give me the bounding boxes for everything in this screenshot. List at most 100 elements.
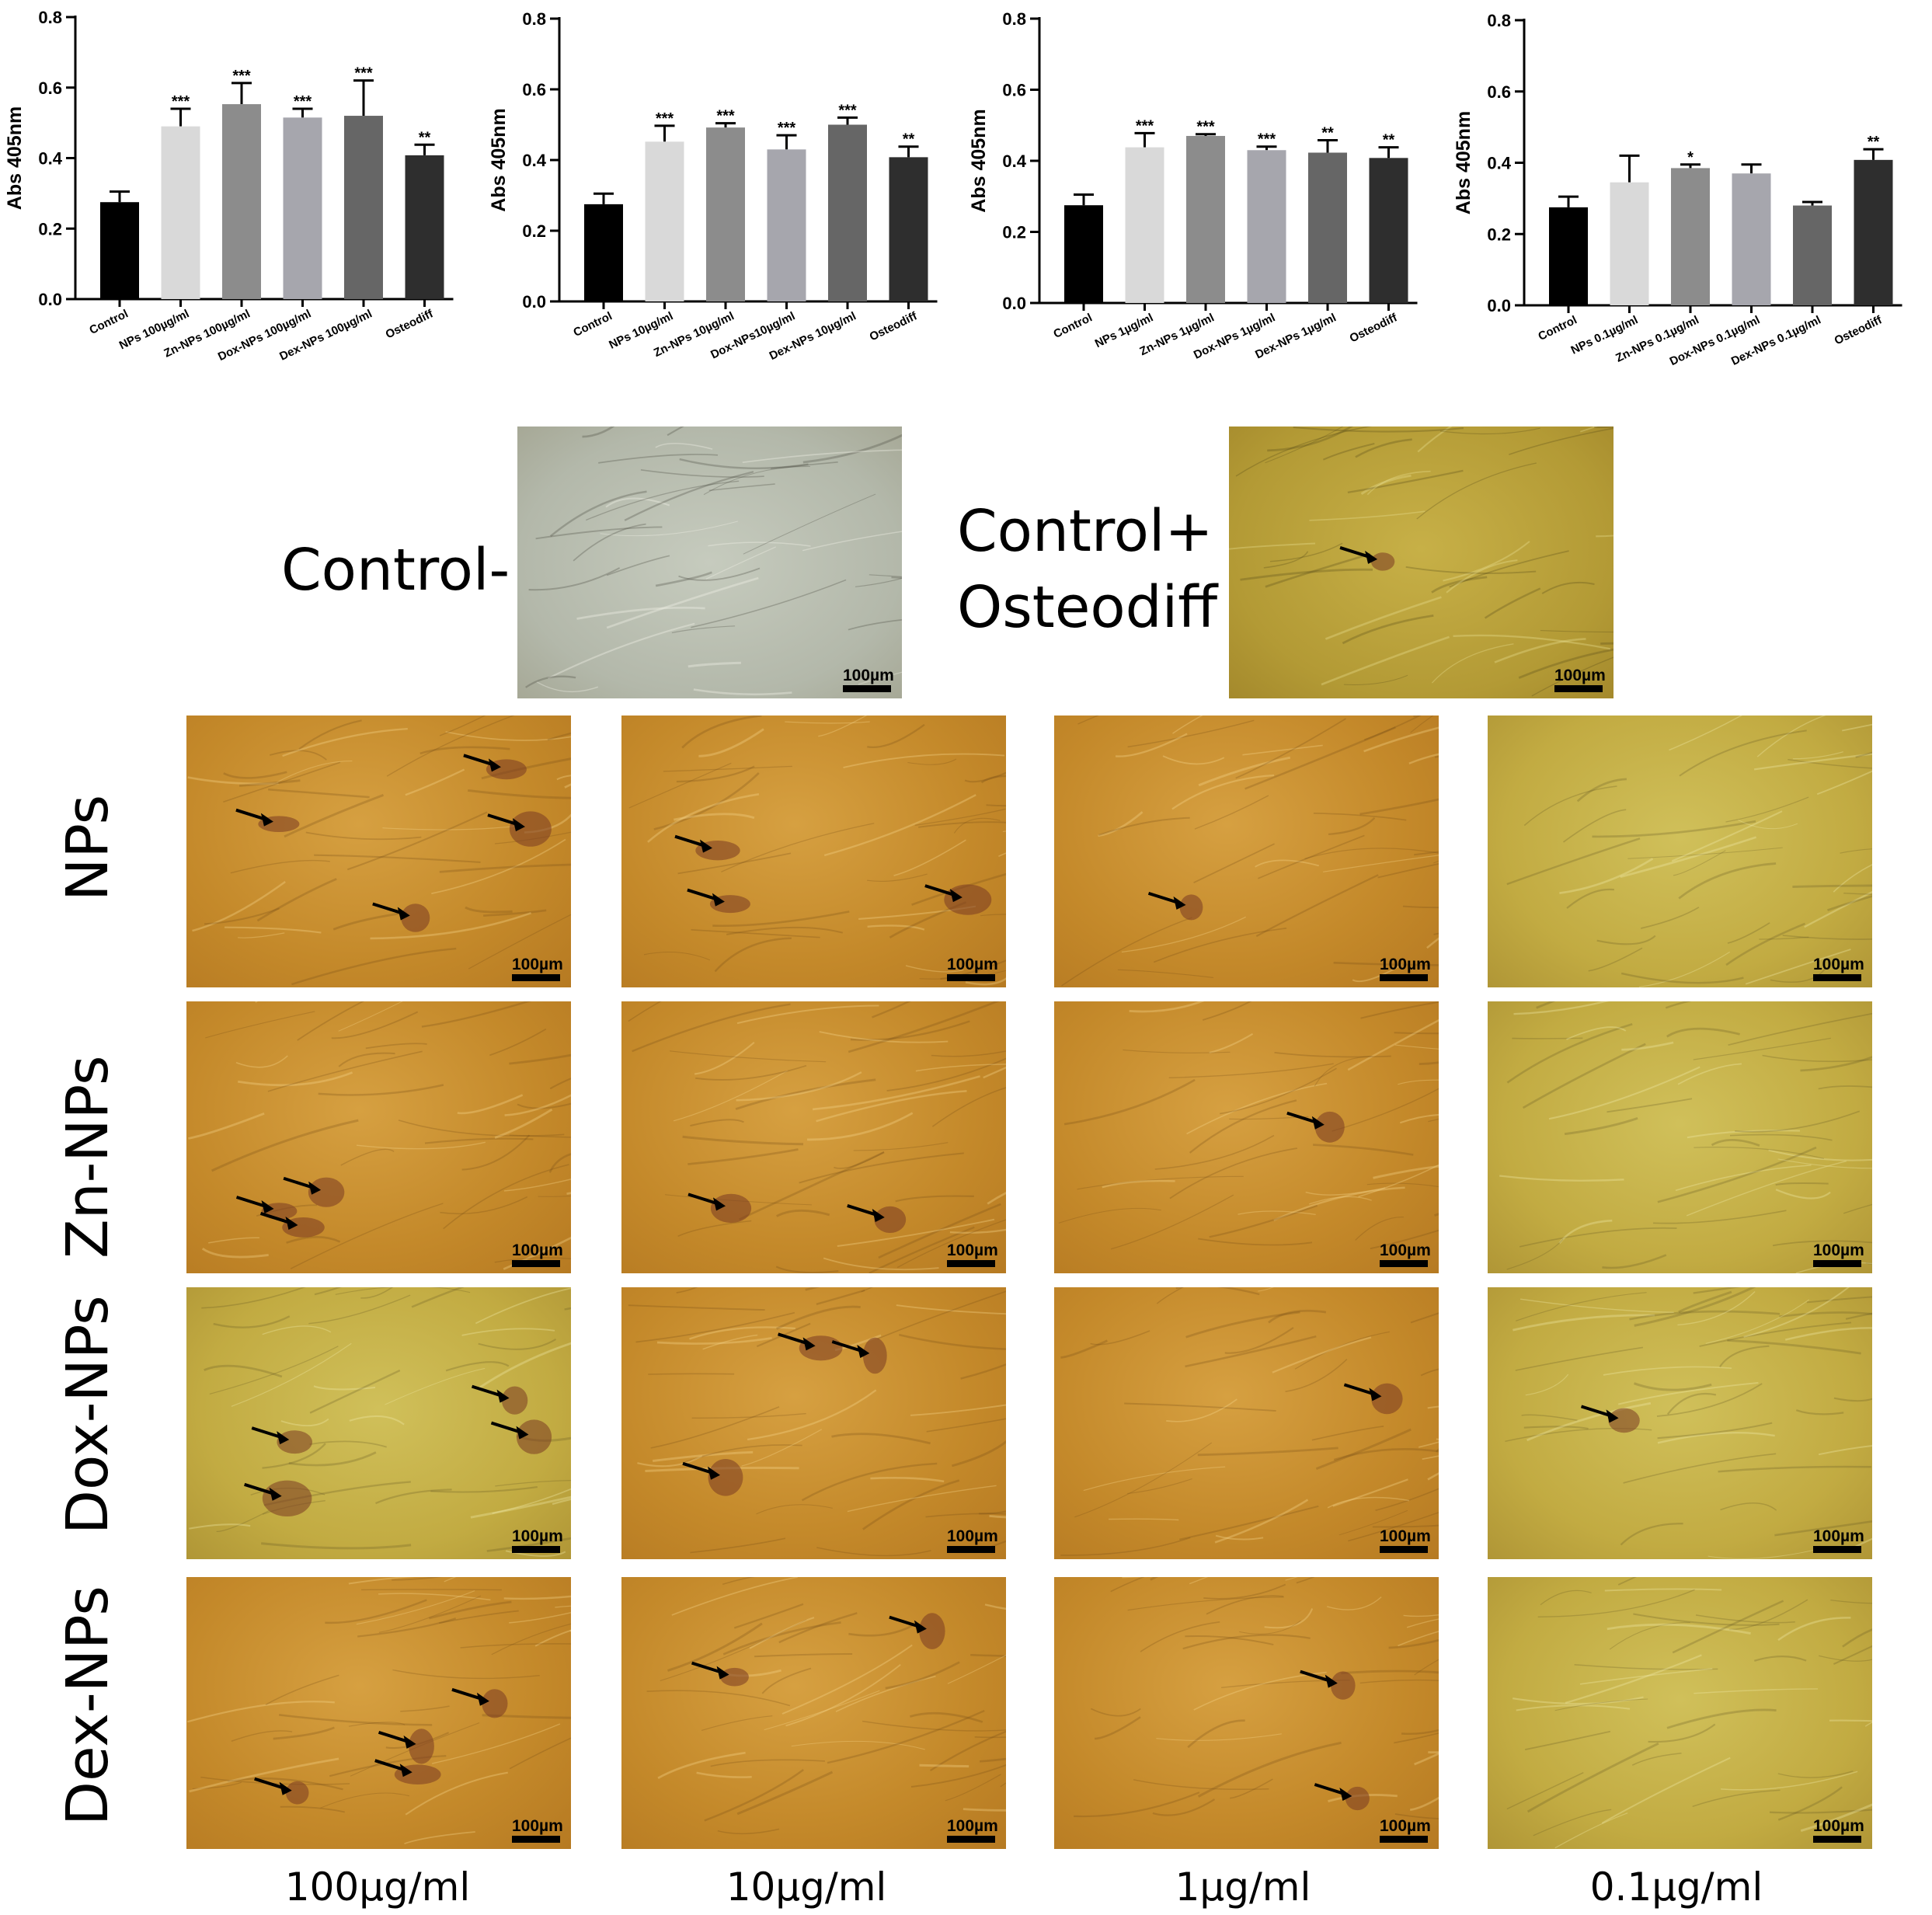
arrow-icon (1300, 1670, 1338, 1688)
arrow-icon (1314, 1783, 1352, 1802)
bar (889, 157, 928, 301)
significance-label: *** (172, 93, 190, 110)
scale-bar-label: 100µm (1380, 1527, 1431, 1545)
arrow-icon (374, 1759, 413, 1777)
y-axis-title: Abs 405nm (488, 108, 510, 211)
scale-bar: 100µm (512, 1528, 563, 1553)
bar (1186, 135, 1225, 303)
mineral-nodule (720, 1667, 749, 1687)
micrograph-nps-100: 100µm (186, 716, 571, 987)
scale-bar-label: 100µm (947, 1527, 998, 1545)
bar (1671, 168, 1710, 305)
scale-bar-label: 100µm (1380, 1241, 1431, 1259)
significance-label: *** (1196, 119, 1215, 136)
arrow-icon (1580, 1405, 1619, 1423)
bar (1854, 159, 1893, 305)
significance-label: ** (1383, 132, 1395, 149)
scale-bar: 100µm (1813, 1241, 1864, 1267)
arrow-icon (283, 1176, 322, 1195)
x-tick-label: Control (571, 309, 614, 339)
mineral-nodule (516, 1419, 552, 1454)
arrow-icon (1343, 1383, 1382, 1401)
scale-bar-line (1380, 1836, 1428, 1843)
scale-bar: 100µm (947, 1242, 998, 1267)
arrow-icon (451, 1687, 489, 1706)
arrow-icon (471, 1384, 510, 1403)
micrograph-dex-nps-100: 100µm (186, 1577, 571, 1849)
arrow-icon (1286, 1111, 1325, 1130)
bar (1308, 152, 1347, 303)
cell-texture (1506, 716, 1872, 987)
scale-bar-label: 100µm (1813, 956, 1864, 973)
x-tick-label: Control (87, 307, 130, 337)
scale-bar: 100µm (512, 1242, 563, 1267)
arrow-icon (378, 1730, 416, 1749)
cell-texture (1058, 1001, 1439, 1250)
scale-bar-line (1380, 1546, 1428, 1553)
arrow-icon (831, 1340, 870, 1358)
bar (645, 141, 684, 301)
significance-label: *** (1136, 117, 1154, 134)
significance-label: ** (903, 131, 915, 148)
mineral-nodule (1370, 552, 1395, 571)
bar (222, 104, 261, 299)
micrograph-dex-nps-10: 100µm (621, 1577, 1006, 1849)
mineral-nodule (1608, 1408, 1640, 1433)
y-axis-title: Abs 405nm (4, 106, 26, 210)
scale-bar-label: 100µm (947, 956, 998, 973)
micrograph-dox-nps-0-1: 100µm (1488, 1287, 1872, 1559)
bar (344, 116, 383, 299)
bar (828, 124, 867, 301)
bar (1369, 158, 1408, 303)
micrograph-nps-0-1: 100µm (1488, 716, 1872, 987)
scale-bar-label: 100µm (1380, 956, 1431, 973)
arrow-icon (847, 1204, 885, 1222)
scale-bar-line (947, 974, 995, 981)
scale-bar-label: 100µm (1380, 1817, 1431, 1835)
scale-bar: 100µm (947, 1817, 998, 1843)
scale-bar-label: 100µm (947, 1817, 998, 1835)
y-tick-label: 0.0 (38, 290, 62, 309)
y-tick-label: 0.8 (522, 9, 546, 29)
mineral-nodule (710, 1193, 752, 1224)
bar (584, 204, 623, 301)
scale-bar-label: 100µm (1813, 1241, 1864, 1259)
arrow-icon (674, 834, 712, 853)
cell-texture (628, 716, 1006, 986)
scale-bar-line (947, 1260, 995, 1267)
arrow-icon (254, 1777, 292, 1795)
arrow-icon (682, 1461, 721, 1480)
x-tick-label: Control (1536, 313, 1579, 343)
arrow-icon (235, 808, 273, 827)
mineral-nodule (1331, 1671, 1356, 1700)
micrograph-zn-nps-100: 100µm (186, 1001, 571, 1273)
significance-label: ** (1321, 124, 1334, 141)
scale-bar: 100µm (1813, 956, 1864, 981)
micrograph-dox-nps-100: 100µm (186, 1287, 571, 1559)
scale-bar-line (1813, 974, 1861, 981)
bar (1064, 205, 1103, 303)
scale-bar: 100µm (1554, 667, 1606, 692)
cell-texture (1506, 1577, 1872, 1849)
cell-texture (186, 1577, 571, 1845)
scale-bar-line (947, 1546, 995, 1553)
y-axis-title: Abs 405nm (1453, 111, 1474, 214)
y-tick-label: 0.8 (1002, 9, 1026, 29)
bar (100, 202, 139, 299)
bar (161, 126, 200, 299)
scale-bar-line (947, 1836, 995, 1843)
mineral-nodule (277, 1430, 312, 1454)
scale-bar-line (1813, 1260, 1861, 1267)
significance-label: *** (716, 108, 735, 125)
bar (706, 127, 745, 301)
mineral-nodule (919, 1613, 945, 1649)
mineral-nodule (1179, 894, 1203, 921)
scale-bar: 100µm (1380, 1527, 1431, 1553)
bar (1732, 173, 1771, 305)
row-label-dex-nps: Dex-NPs (54, 1586, 121, 1826)
cell-texture (188, 1001, 571, 1270)
micrograph-nps-10: 100µm (621, 716, 1006, 987)
arrow-icon (889, 1615, 927, 1634)
